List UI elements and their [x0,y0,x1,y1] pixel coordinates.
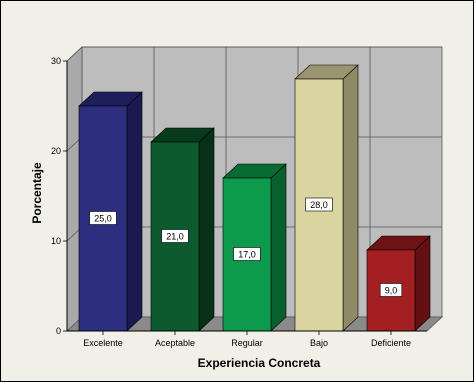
data-label-box [305,197,333,212]
x-axis: Excelente Aceptable Regular Bajo Deficiente [67,330,427,348]
y-tick-label: 30 [51,56,61,66]
y-axis: 0 10 20 30 [51,56,68,336]
x-tick-label: Regular [231,338,263,348]
y-tick-label: 10 [51,236,61,246]
x-tick-label: Aceptable [155,338,195,348]
data-label: 21,0 [166,232,184,242]
data-label-box [161,229,189,243]
bar-side [342,64,359,332]
data-labels: 25,0 21,0 17,0 28,0 9,0 [89,197,403,297]
data-label: 17,0 [238,250,256,260]
bar-excelente [78,91,143,332]
bar-side [198,127,215,332]
data-label-box [379,283,403,297]
bar-regular [222,163,287,332]
x-axis-title: Experiencia Concreta [198,356,321,370]
grid-line-side [66,46,83,62]
y-tick-label: 20 [51,146,61,156]
x-tick-label: Bajo [310,338,328,348]
x-tick-label: Excelente [83,338,123,348]
bar-side [414,235,431,332]
bar-side [270,163,287,332]
x-tick-label: Deficiente [371,338,411,348]
data-label-box [233,247,261,261]
data-label: 25,0 [94,214,112,224]
data-label: 9,0 [385,286,398,296]
y-axis-title: Porcentaje [30,162,44,224]
y-tick-label: 0 [56,326,61,336]
data-label-box [89,211,117,225]
data-label: 28,0 [310,200,328,210]
bar-side [126,91,143,332]
